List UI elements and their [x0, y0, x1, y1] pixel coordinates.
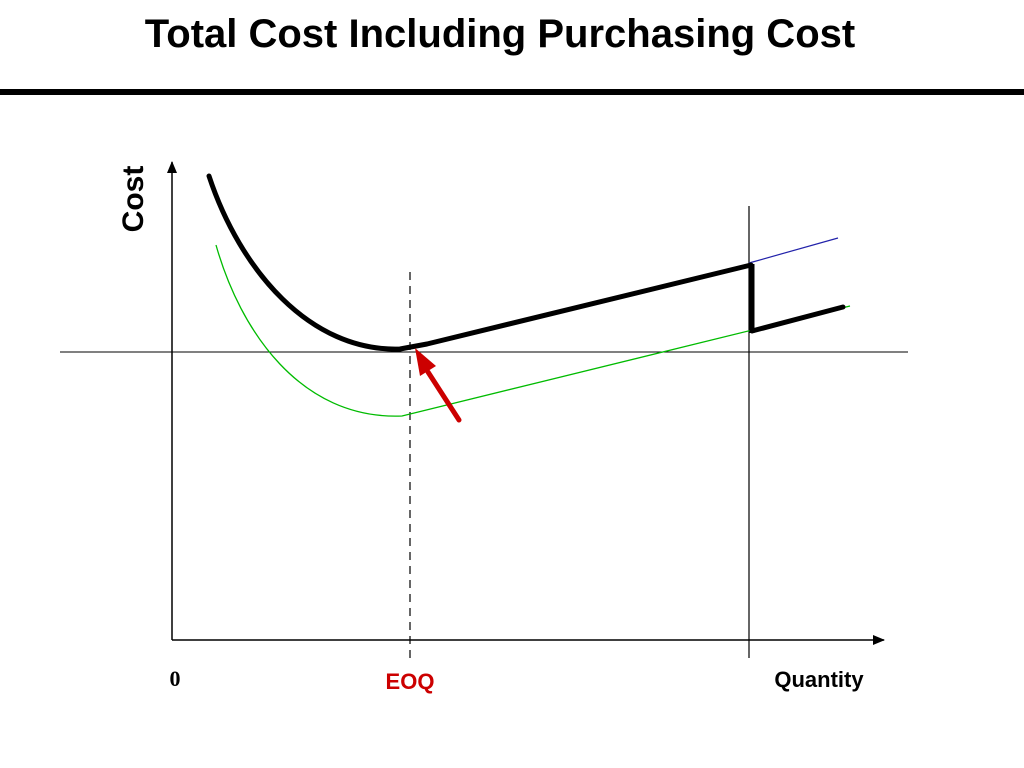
total-cost-discount-segment — [749, 304, 846, 334]
x-axis-label: Quantity — [774, 667, 864, 692]
total-cost-curve — [206, 173, 754, 352]
y-axis-label: Cost — [117, 166, 150, 233]
eoq-label: EOQ — [386, 669, 435, 694]
page-title: Total Cost Including Purchasing Cost — [144, 12, 856, 56]
cost-extension-line — [748, 237, 839, 264]
lower-cost-curve — [215, 244, 851, 417]
title-divider — [0, 89, 1024, 95]
arrow-icon — [415, 348, 462, 423]
origin-label: 0 — [170, 666, 181, 691]
